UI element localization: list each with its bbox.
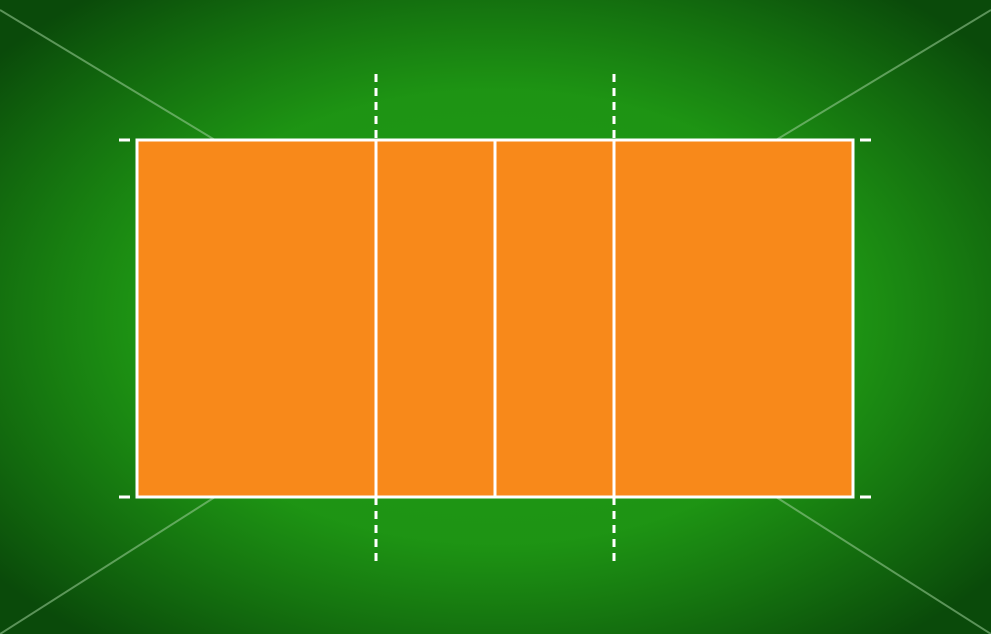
court-lines bbox=[135, 138, 855, 499]
perspective-line-bottom-right bbox=[775, 496, 991, 634]
perspective-line-bottom-left bbox=[0, 496, 216, 634]
perspective-line-top-right bbox=[775, 9, 991, 141]
attack-line-extensions bbox=[374, 74, 616, 565]
perspective-lines bbox=[0, 9, 991, 634]
post-markers bbox=[119, 138, 871, 499]
perspective-line-top-left bbox=[0, 9, 216, 141]
